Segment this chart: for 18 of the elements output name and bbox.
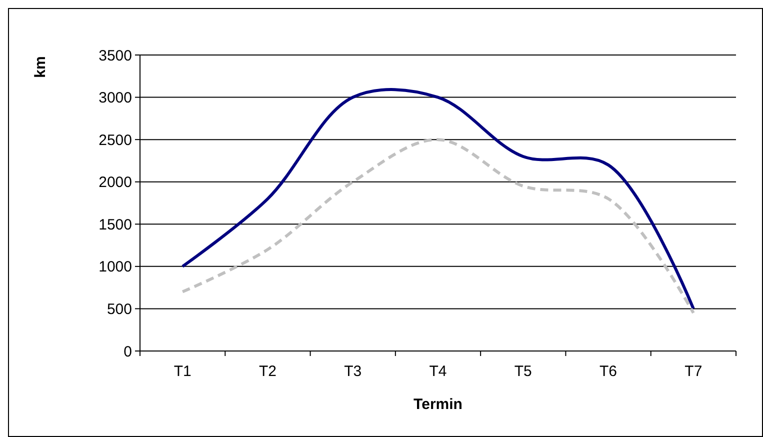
y-tick-label: 2000 (98, 174, 132, 192)
x-tick-label: T3 (344, 363, 362, 380)
y-tick-label: 3500 (98, 47, 132, 64)
x-tick-label: T5 (514, 363, 532, 380)
y-tick-label: 2500 (98, 132, 132, 149)
y-axis-title: km (32, 56, 49, 78)
x-tick-label: T4 (429, 363, 447, 380)
y-tick-label: 1000 (98, 258, 132, 276)
y-tick-label: 1500 (98, 216, 132, 234)
y-tick-label: 3000 (98, 90, 132, 107)
x-tick-label: T2 (258, 363, 276, 380)
y-tick-label: 500 (106, 300, 132, 318)
x-tick-label: T1 (174, 363, 192, 380)
x-axis-title: Termin (414, 396, 462, 413)
x-tick-label: T6 (600, 363, 618, 380)
y-tick-label: 0 (124, 343, 132, 360)
x-tick-label: T7 (684, 363, 702, 380)
line-series (181, 138, 695, 314)
